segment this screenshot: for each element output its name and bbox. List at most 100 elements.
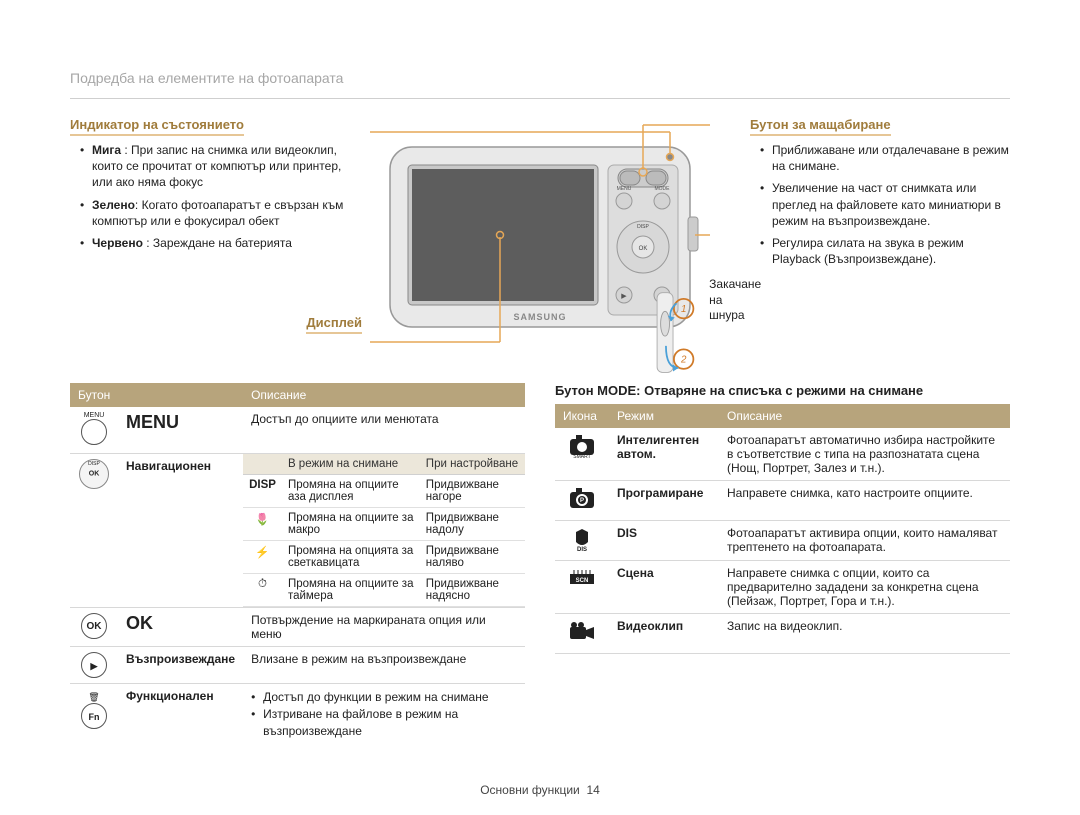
mode-label-4: Видеоклип bbox=[609, 614, 719, 654]
svg-text:2: 2 bbox=[680, 355, 687, 366]
mode-label-1: Програмиране bbox=[609, 481, 719, 521]
nav-sub-th2: При настройване bbox=[420, 454, 525, 475]
nav-sub-c1-3: Промяна на опциите за таймера bbox=[282, 574, 420, 607]
nav-sub-header: В режим на снимане При настройване bbox=[243, 454, 525, 475]
nav-wheel-icon: DISP OK bbox=[79, 459, 109, 489]
display-label-block: Дисплей bbox=[70, 315, 362, 340]
nav-sub-c2-0: Придвижване нагоре bbox=[420, 475, 525, 508]
status-item-red-text: : Зареждане на батерията bbox=[143, 236, 292, 250]
mode-label-3: Сцена bbox=[609, 561, 719, 614]
nav-sub-row-0: DISP Промяна на опциите аза дисплея Прид… bbox=[243, 475, 525, 508]
nav-sub-icon-1: 🌷 bbox=[243, 508, 282, 541]
svg-text:P: P bbox=[580, 498, 584, 504]
mode-th-desc: Описание bbox=[719, 404, 1010, 428]
mode-label-2-text: DIS bbox=[617, 526, 637, 540]
nav-sub-c1-1: Промяна на опциите за макро bbox=[282, 508, 420, 541]
mode-icon-dis: DIS bbox=[555, 521, 609, 561]
mode-th-icon: Икона bbox=[555, 404, 609, 428]
zoom-heading: Бутон за мащабиране bbox=[750, 117, 891, 136]
row-ok: OK OK Потвърждение на маркираната опция … bbox=[70, 608, 525, 647]
mode-desc-0: Фотоапаратът автоматично избира настройк… bbox=[719, 428, 1010, 481]
mode-label-0: Интелигентен автом. bbox=[609, 428, 719, 481]
nav-sub-th0 bbox=[243, 454, 282, 475]
nav-sub-c2-3: Придвижване надясно bbox=[420, 574, 525, 607]
footer-page-number: 14 bbox=[586, 783, 599, 797]
buttons-table: Бутон Описание MENU MENU Достъп до опции… bbox=[70, 383, 525, 744]
status-item-blink: Мига : При запис на снимка или видеоклип… bbox=[80, 142, 362, 191]
zoom-item-2: Регулира силата на звука в режим Playbac… bbox=[760, 235, 1010, 267]
footer-label: Основни функции bbox=[480, 783, 580, 797]
zoom-item-0: Приближаване или отдалечаване в режим на… bbox=[760, 142, 1010, 174]
func-bullets: Достъп до функции в режим на снимане Изт… bbox=[251, 689, 517, 739]
buttons-th-desc: Описание bbox=[243, 383, 525, 407]
menu-icon-cell: MENU bbox=[70, 407, 118, 454]
ok-desc: Потвърждение на маркираната опция или ме… bbox=[243, 608, 525, 647]
mode-label-3-text: Сцена bbox=[617, 566, 654, 580]
status-item-red: Червено : Зареждане на батерията bbox=[80, 235, 362, 251]
mode-icon-video bbox=[555, 614, 609, 654]
bottom-row: Бутон Описание MENU MENU Достъп до опции… bbox=[70, 383, 1010, 744]
strap-svg: 1 2 bbox=[650, 277, 703, 397]
row-playback: ▶ Възпроизвеждане Влизане в режим на въз… bbox=[70, 647, 525, 684]
svg-text:SCN: SCN bbox=[576, 578, 589, 584]
mode-label-0-text: Интелигентен автом. bbox=[617, 433, 699, 461]
svg-text:MODE: MODE bbox=[655, 186, 671, 192]
nav-label: Навигационен bbox=[118, 454, 243, 608]
status-indicator-list: Мига : При запис на снимка или видеоклип… bbox=[70, 142, 362, 251]
nav-sub-c2-1: Придвижване надолу bbox=[420, 508, 525, 541]
nav-sub-row-3: ⏱ Промяна на опциите за таймера Придвижв… bbox=[243, 574, 525, 607]
menu-big-text: MENU bbox=[126, 412, 179, 432]
status-item-blink-text: : При запис на снимка или видеоклип, кои… bbox=[92, 143, 341, 189]
nav-sub-icon-2: ⚡ bbox=[243, 541, 282, 574]
func-label-text: Функционален bbox=[126, 689, 214, 703]
svg-text:SMART: SMART bbox=[573, 454, 590, 459]
nav-sub-c2-2: Придвижване наляво bbox=[420, 541, 525, 574]
nav-icon-cell: DISP OK bbox=[70, 454, 118, 608]
playback-icon-cell: ▶ bbox=[70, 647, 118, 684]
mode-row-1: P Програмиране Направете снимка, като на… bbox=[555, 481, 1010, 521]
row-nav: DISP OK Навигационен В режим на снимане … bbox=[70, 454, 525, 608]
nav-sub-c1-2: Промяна на опцията за светкавицата bbox=[282, 541, 420, 574]
svg-text:▶: ▶ bbox=[621, 293, 627, 300]
buttons-table-block: Бутон Описание MENU MENU Достъп до опции… bbox=[70, 383, 525, 744]
svg-text:DISP: DISP bbox=[637, 224, 649, 230]
svg-text:DIS: DIS bbox=[577, 547, 587, 552]
mode-row-3: SCN Сцена Направете снимка с опции, коит… bbox=[555, 561, 1010, 614]
page-title: Подредба на елементите на фотоапарата bbox=[70, 70, 1010, 99]
status-item-red-prefix: Червено bbox=[92, 236, 143, 250]
mode-header-row: Икона Режим Описание bbox=[555, 404, 1010, 428]
strap-label: Закачане на шнура bbox=[709, 277, 770, 324]
ok-icon-cell: OK bbox=[70, 608, 118, 647]
buttons-th-button: Бутон bbox=[70, 383, 243, 407]
svg-text:1: 1 bbox=[681, 304, 686, 315]
status-indicator-heading: Индикатор на състоянието bbox=[70, 117, 244, 136]
page-footer: Основни функции 14 bbox=[0, 783, 1080, 797]
ok-big-label: OK bbox=[118, 608, 243, 647]
mode-icon-smart: SMART bbox=[555, 428, 609, 481]
zoom-item-1: Увеличение на част от снимката или прегл… bbox=[760, 180, 1010, 229]
svg-text:OK: OK bbox=[639, 246, 648, 252]
func-bullet-1: Изтриване на файлове в режим на възпроиз… bbox=[251, 706, 517, 740]
nav-sub-row-2: ⚡ Промяна на опцията за светкавицата При… bbox=[243, 541, 525, 574]
mode-desc-1: Направете снимка, като настроите опциите… bbox=[719, 481, 1010, 521]
mode-th-mode: Режим bbox=[609, 404, 719, 428]
mode-icon-scene: SCN bbox=[555, 561, 609, 614]
nav-sub-icon-0: DISP bbox=[243, 475, 282, 508]
playback-icon: ▶ bbox=[81, 652, 107, 678]
mode-label-2: DIS bbox=[609, 521, 719, 561]
fn-icon: Fn bbox=[81, 703, 107, 729]
ok-big-text: OK bbox=[126, 613, 153, 633]
status-item-green: Зелено: Когато фотоапаратът е свързан къ… bbox=[80, 197, 362, 229]
mode-heading: Бутон MODE: Отваряне на списъка с режими… bbox=[555, 383, 1010, 398]
playback-desc: Влизане в режим на възпроизвеждане bbox=[243, 647, 525, 684]
display-heading: Дисплей bbox=[306, 315, 362, 334]
func-bullet-0: Достъп до функции в режим на снимане bbox=[251, 689, 517, 706]
top-row: Индикатор на състоянието Мига : При запи… bbox=[70, 117, 1010, 365]
menu-small-label: MENU bbox=[78, 412, 110, 419]
buttons-table-header-row: Бутон Описание bbox=[70, 383, 525, 407]
svg-text:SAMSUNG: SAMSUNG bbox=[513, 312, 566, 322]
mode-desc-4: Запис на видеоклип. bbox=[719, 614, 1010, 654]
mode-label-1-text: Програмиране bbox=[617, 486, 703, 500]
mode-row-2: DIS DIS Фотоапаратът активира опции, кои… bbox=[555, 521, 1010, 561]
svg-text:MENU: MENU bbox=[617, 186, 632, 192]
